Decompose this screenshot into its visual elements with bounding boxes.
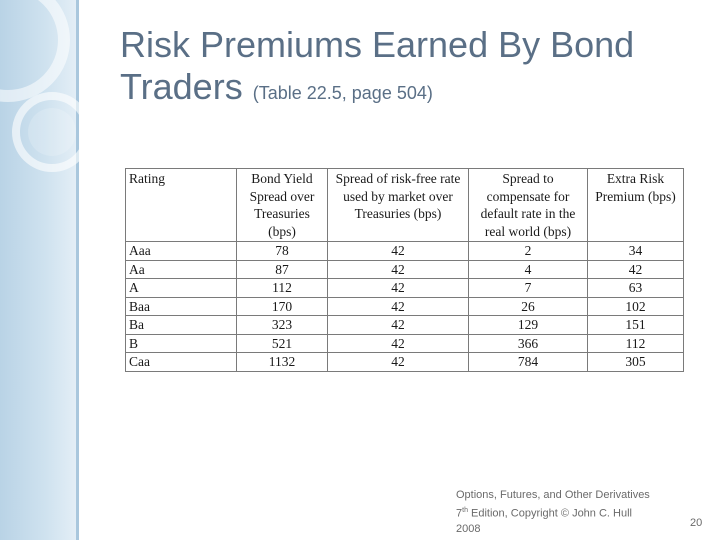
cell-extra-risk-premium: 305	[587, 352, 684, 372]
table-row: Baa 170 42 26 102	[125, 296, 684, 316]
cell-extra-risk-premium: 42	[587, 259, 684, 279]
cell-bond-yield-spread: 1132	[236, 352, 328, 372]
cell-risk-free-spread: 42	[327, 333, 469, 353]
header-bond-yield-spread: Bond Yield Spread over Treasuries (bps)	[236, 168, 328, 242]
header-rating: Rating	[125, 168, 237, 242]
cell-extra-risk-premium: 151	[587, 315, 684, 335]
cell-default-spread: 7	[468, 278, 588, 298]
header-extra-risk-premium: Extra Risk Premium (bps)	[587, 168, 684, 242]
footer-year: 2008	[456, 522, 481, 535]
cell-risk-free-spread: 42	[327, 315, 469, 335]
title-line1: Risk Premiums Earned By Bond	[120, 24, 635, 65]
risk-premium-table: Rating Bond Yield Spread over Treasuries…	[125, 168, 684, 372]
footer-edition-number: 7	[456, 507, 463, 520]
cell-default-spread: 26	[468, 296, 588, 316]
table-row: A 112 42 7 63	[125, 278, 684, 298]
cell-rating: Aa	[125, 259, 237, 279]
table-row: B 521 42 366 112	[125, 333, 684, 353]
cell-extra-risk-premium: 102	[587, 296, 684, 316]
cell-rating: A	[125, 278, 237, 298]
cell-bond-yield-spread: 521	[236, 333, 328, 353]
page-number: 20	[690, 517, 703, 529]
cell-extra-risk-premium: 34	[587, 241, 684, 261]
footer-edition-line: 7th Edition, Copyright © John C. Hull	[456, 503, 686, 522]
header-default-spread: Spread to compensate for default rate in…	[468, 168, 588, 242]
table-row: Aa 87 42 4 42	[125, 259, 684, 279]
table-header-row: Rating Bond Yield Spread over Treasuries…	[125, 168, 684, 242]
footer-copyright: Edition, Copyright © John C. Hull	[467, 507, 632, 520]
title-subtitle: (Table 22.5, page 504)	[252, 83, 433, 103]
side-decor-rule	[76, 0, 79, 540]
cell-rating: Caa	[125, 352, 237, 372]
table-row: Caa 1132 42 784 305	[125, 352, 684, 372]
cell-risk-free-spread: 42	[327, 352, 469, 372]
cell-rating: B	[125, 333, 237, 353]
cell-bond-yield-spread: 87	[236, 259, 328, 279]
slide-title: Risk Premiums Earned By Bond Traders (Ta…	[120, 24, 700, 114]
title-line2: Traders	[120, 66, 243, 107]
footer-edition-suffix: th	[462, 507, 468, 514]
decorative-circles	[0, 0, 92, 172]
footer-book-title: Options, Futures, and Other Derivatives	[456, 489, 650, 501]
cell-extra-risk-premium: 112	[587, 333, 684, 353]
cell-default-spread: 366	[468, 333, 588, 353]
cell-bond-yield-spread: 170	[236, 296, 328, 316]
cell-rating: Aaa	[125, 241, 237, 261]
cell-risk-free-spread: 42	[327, 259, 469, 279]
cell-risk-free-spread: 42	[327, 296, 469, 316]
cell-rating: Ba	[125, 315, 237, 335]
cell-default-spread: 129	[468, 315, 588, 335]
cell-risk-free-spread: 42	[327, 241, 469, 261]
cell-bond-yield-spread: 323	[236, 315, 328, 335]
table-row: Aaa 78 42 2 34	[125, 241, 684, 261]
cell-default-spread: 2	[468, 241, 588, 261]
header-risk-free-spread: Spread of risk-free rate used by market …	[327, 168, 469, 242]
cell-default-spread: 784	[468, 352, 588, 372]
cell-risk-free-spread: 42	[327, 278, 469, 298]
cell-default-spread: 4	[468, 259, 588, 279]
cell-bond-yield-spread: 78	[236, 241, 328, 261]
cell-bond-yield-spread: 112	[236, 278, 328, 298]
table-row: Ba 323 42 129 151	[125, 315, 684, 335]
cell-rating: Baa	[125, 296, 237, 316]
cell-extra-risk-premium: 63	[587, 278, 684, 298]
slide-footer: Options, Futures, and Other Derivatives …	[456, 488, 686, 537]
